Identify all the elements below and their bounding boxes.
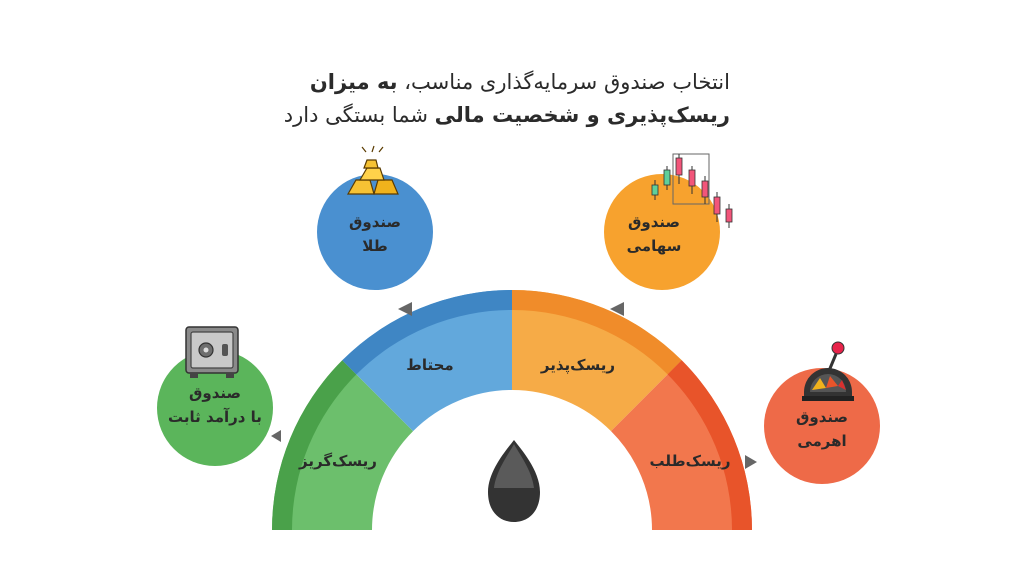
segment-label-cautious: محتاط [406, 356, 453, 374]
arrow-pointer-icon [271, 430, 281, 442]
segment-label-risk-averse: ریسک‌گریز [298, 452, 377, 470]
gold-bars-icon [346, 145, 399, 195]
gauge [272, 290, 752, 530]
fund-label-line1: صندوق [796, 408, 848, 426]
fund-fixed-income: صندوق با درآمد ثابت [157, 350, 273, 466]
fund-label-line2: سهامی [627, 237, 682, 255]
fund-label-line2: با درآمد ثابت [168, 408, 262, 426]
title-line1-regular: انتخاب صندوق سرمایه‌گذاری مناسب، [397, 70, 730, 94]
gauge-segment-risk-averse [272, 360, 414, 530]
segment-label-risk-taker: ریسک‌پذیر [540, 356, 615, 375]
arrow-pointer-icon [610, 302, 624, 316]
fund-equity: صندوق سهامی [604, 174, 720, 290]
title-line1-bold: به میزان [309, 70, 398, 94]
segment-label-risk-seeker: ریسک‌طلب [649, 452, 730, 470]
arrow-pointer-icon [745, 455, 757, 469]
gauge-needle-icon [488, 440, 540, 522]
joystick-icon [802, 341, 854, 401]
candlestick-chart-icon [651, 153, 733, 228]
page-title: انتخاب صندوق سرمایه‌گذاری مناسب، به میزا… [250, 66, 730, 132]
safe-icon [185, 326, 239, 378]
fund-gold: صندوق طلا [317, 174, 433, 290]
gauge-segment-risk-taker [512, 290, 682, 432]
fund-label-line2: اهرمی [797, 432, 846, 450]
fund-label-line1: صندوق [189, 384, 241, 402]
title-line-1: انتخاب صندوق سرمایه‌گذاری مناسب، به میزا… [250, 66, 730, 99]
gauge-segment-cautious [342, 290, 512, 432]
fund-label-line1: صندوق [349, 213, 401, 231]
gauge-segment-risk-seeker [611, 360, 752, 530]
fund-label-line1: صندوق [628, 213, 680, 231]
arrow-pointer-icon [398, 302, 412, 316]
title-line2-regular: شما بستگی دارد [283, 103, 435, 127]
title-line-2: ریسک‌پذیری و شخصیت مالی شما بستگی دارد [250, 99, 730, 132]
title-line2-bold: ریسک‌پذیری و شخصیت مالی [434, 103, 730, 127]
fund-label-line2: طلا [362, 237, 388, 255]
